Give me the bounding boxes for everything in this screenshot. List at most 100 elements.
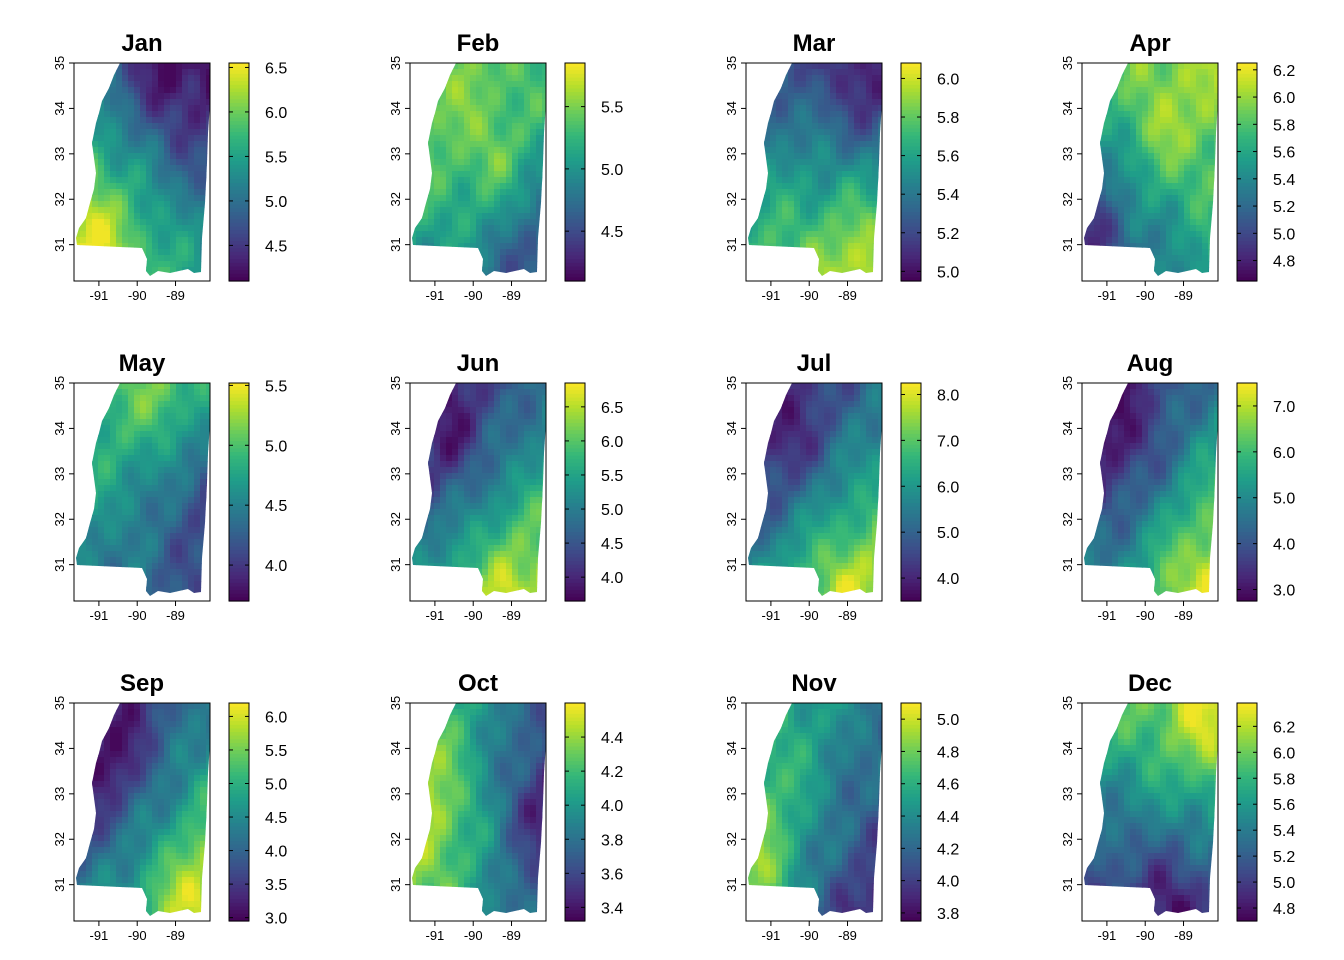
raster-cell [104, 153, 111, 160]
raster-cell [836, 153, 843, 160]
raster-cell [80, 75, 87, 82]
raster-cell [140, 545, 147, 552]
raster-cell [836, 225, 843, 232]
raster-cell [866, 267, 873, 274]
raster-cell [482, 141, 489, 148]
raster-cell [506, 237, 513, 244]
raster-cell [752, 69, 759, 76]
raster-cell [764, 219, 771, 226]
raster-cell [524, 63, 531, 70]
raster-cell [1124, 183, 1131, 190]
raster-cell [104, 105, 111, 112]
raster-cell [200, 401, 207, 408]
raster-cell [416, 183, 423, 190]
raster-cell [170, 219, 177, 226]
raster-cell [116, 87, 123, 94]
raster-cell [818, 123, 825, 130]
raster-cell [134, 141, 141, 148]
raster-cell [818, 207, 825, 214]
raster-cell [752, 117, 759, 124]
raster-cell [92, 503, 99, 510]
raster-cell [176, 581, 183, 588]
raster-cell [206, 195, 210, 202]
raster-cell [1154, 279, 1161, 286]
raster-cell [98, 497, 105, 504]
raster-cell [1100, 63, 1107, 70]
raster-cell [428, 99, 435, 106]
raster-cell [794, 105, 801, 112]
raster-cell [860, 189, 867, 196]
raster-cell [158, 389, 165, 396]
raster-cell [92, 189, 99, 196]
raster-cell [206, 201, 210, 208]
raster-cell [146, 383, 153, 390]
raster-cell [92, 153, 99, 160]
raster-cell [1148, 87, 1155, 94]
raster-cell [458, 189, 465, 196]
raster-cell [428, 249, 435, 256]
raster-cell [200, 395, 207, 402]
colorbar-segment [229, 215, 249, 220]
raster-cell [134, 93, 141, 100]
raster-cell [536, 267, 543, 274]
raster-cell [452, 395, 459, 402]
raster-cell [164, 87, 171, 94]
raster-cell [536, 93, 543, 100]
raster-cell [1084, 165, 1089, 172]
colorbar-segment [229, 99, 249, 104]
raster-cell [146, 455, 153, 462]
raster-cell [872, 153, 879, 160]
raster-cell [518, 401, 525, 408]
colorbar-segment [565, 142, 585, 148]
raster-cell [752, 99, 759, 106]
raster-cell [524, 273, 531, 276]
raster-cell [800, 237, 807, 244]
raster-cell [416, 255, 423, 262]
colorbar-segment [901, 168, 921, 173]
raster-cell [1136, 237, 1143, 244]
colorbar-segment [1237, 146, 1257, 151]
raster-cell [146, 503, 153, 510]
raster-cell [1088, 243, 1095, 250]
raster-cell [98, 413, 105, 420]
raster-cell [176, 63, 183, 70]
colorbar-segment [229, 422, 249, 428]
raster-cell [770, 135, 777, 142]
raster-cell [494, 165, 501, 172]
raster-cell [842, 225, 849, 232]
colorbar-segment [229, 84, 249, 90]
raster-cell [476, 389, 483, 396]
raster-cell [1088, 225, 1095, 232]
raster-cell [134, 545, 141, 552]
raster-cell [464, 237, 471, 244]
colorbar-tick-label: 5.4 [937, 187, 959, 204]
raster-cell [758, 237, 765, 244]
raster-cell [776, 255, 783, 262]
raster-cell [1136, 63, 1143, 70]
raster-cell [182, 545, 189, 552]
raster-cell [122, 599, 129, 606]
raster-cell [98, 225, 105, 232]
raster-cell [1166, 213, 1173, 220]
raster-cell [1172, 183, 1179, 190]
colorbar-segment [229, 117, 249, 122]
raster-cell [1124, 213, 1131, 220]
raster-cell [458, 201, 465, 208]
raster-cell [1100, 189, 1107, 196]
raster-cell [806, 267, 813, 274]
raster-cell [182, 231, 189, 238]
raster-cell [1190, 69, 1197, 76]
raster-cell [748, 195, 753, 202]
raster-cell [140, 177, 147, 184]
raster-cell [176, 587, 183, 594]
raster-cell [434, 117, 441, 124]
raster-cell [116, 485, 123, 492]
colorbar-segment [1237, 273, 1257, 278]
colorbar-segment [229, 128, 249, 133]
raster-cell [158, 141, 165, 148]
raster-cell [854, 153, 861, 160]
raster-cell [86, 171, 93, 178]
raster-cell [200, 389, 207, 396]
raster-cell [128, 231, 135, 238]
